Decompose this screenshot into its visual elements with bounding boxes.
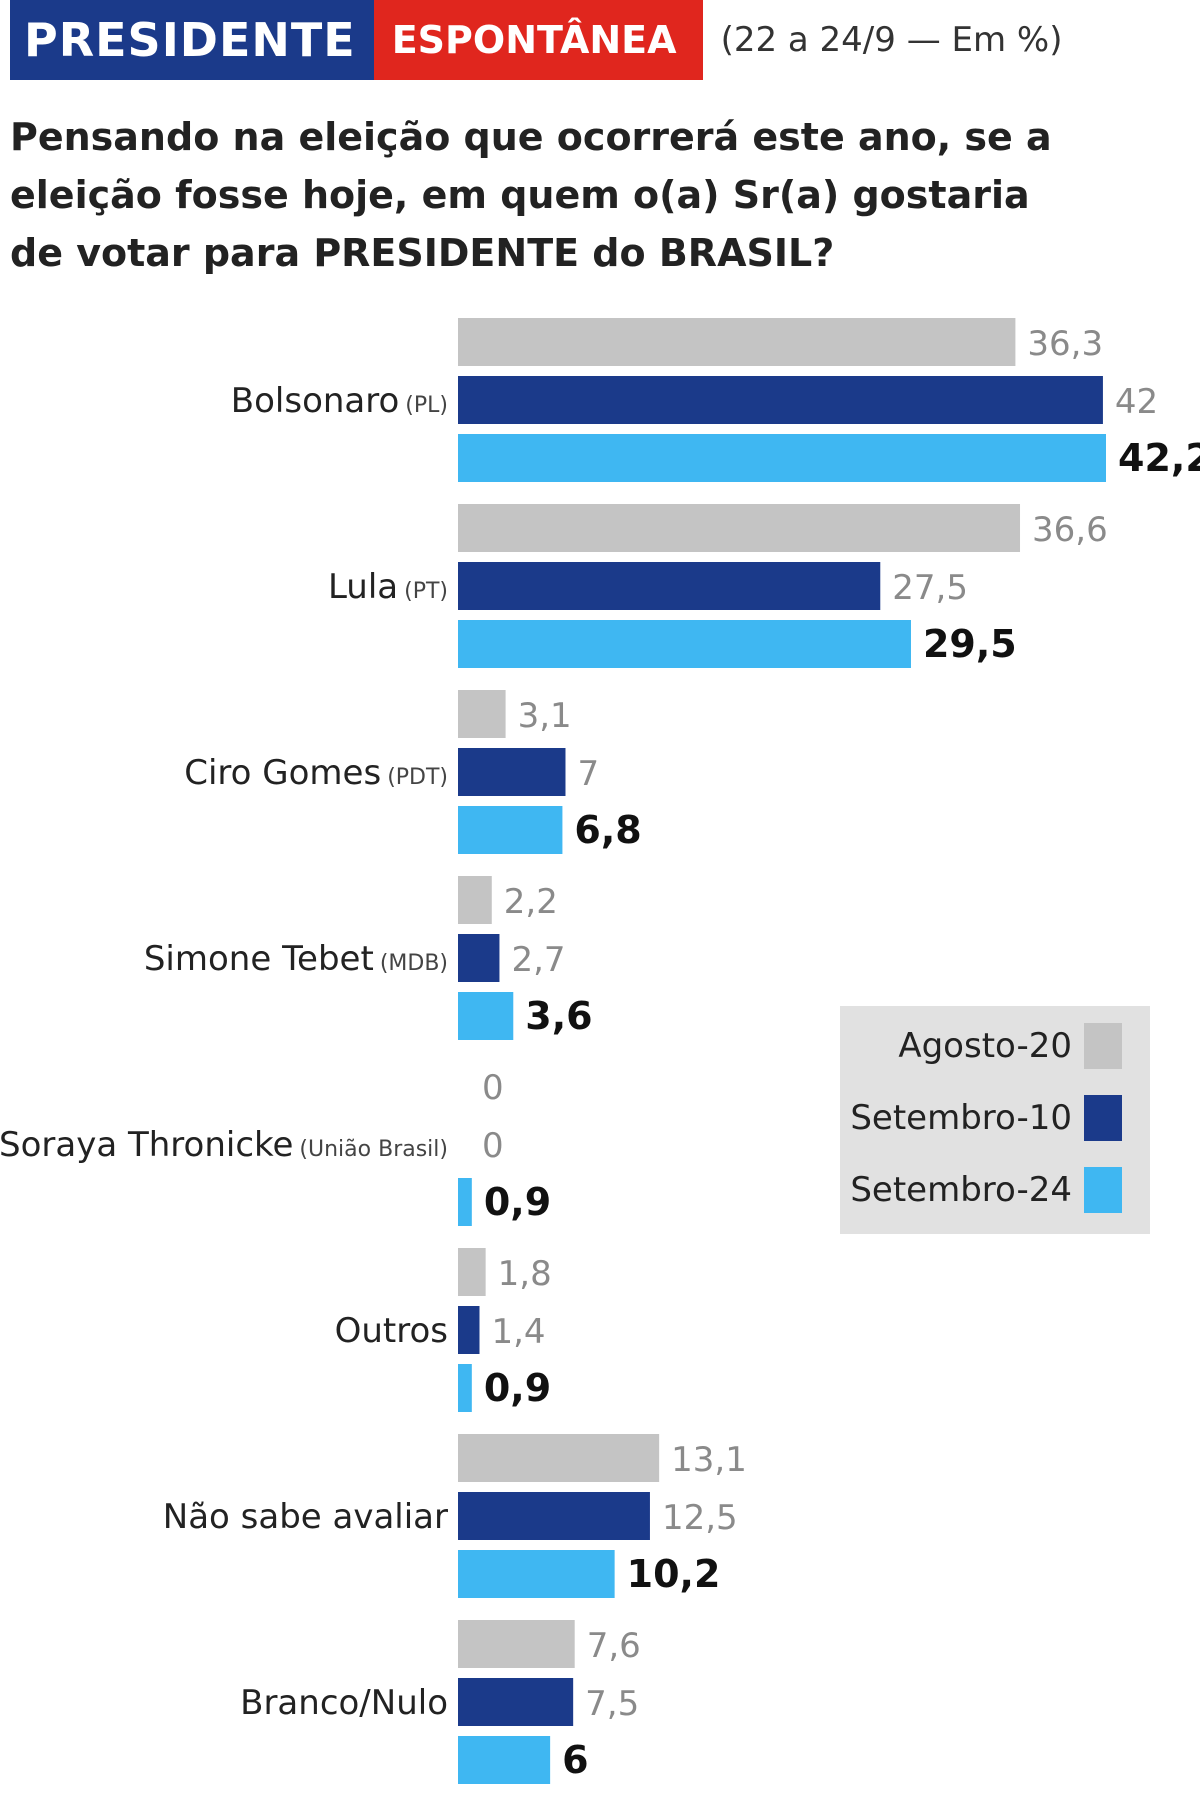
data-label: 0,9 xyxy=(484,1366,551,1410)
bar xyxy=(458,992,514,1040)
category-label: Bolsonaro (PL) xyxy=(231,381,448,421)
bar xyxy=(458,748,566,796)
data-label: 2,7 xyxy=(511,940,565,980)
data-label: 0,9 xyxy=(484,1180,551,1224)
data-label: 7 xyxy=(577,754,599,794)
legend: Agosto-20 Setembro-10 Setembro-24 xyxy=(840,1006,1150,1234)
data-label: 36,6 xyxy=(1032,510,1108,550)
subtitle-tag: ESPONTÂNEA xyxy=(373,0,703,80)
data-label: 10,2 xyxy=(627,1552,721,1596)
bar xyxy=(458,562,881,610)
bar xyxy=(458,1364,472,1412)
data-label: 13,1 xyxy=(671,1440,747,1480)
data-label: 7,6 xyxy=(587,1626,641,1666)
bar xyxy=(458,1736,551,1784)
data-label: 2,2 xyxy=(504,882,558,922)
legend-swatch xyxy=(1084,1167,1122,1213)
data-label: 29,5 xyxy=(923,622,1017,666)
category-label: Outros xyxy=(335,1311,448,1351)
data-label: 3,1 xyxy=(518,696,572,736)
category-label: Não sabe avaliar xyxy=(163,1497,448,1537)
bar xyxy=(458,620,911,668)
bar xyxy=(458,1178,472,1226)
data-label: 7,5 xyxy=(585,1684,639,1724)
bar xyxy=(458,876,492,924)
bar xyxy=(458,318,1016,366)
data-label: 27,5 xyxy=(892,568,968,608)
bar xyxy=(458,1678,574,1726)
data-label: 6 xyxy=(562,1738,588,1782)
legend-item-agosto: Agosto-20 xyxy=(898,1018,1122,1074)
legend-swatch xyxy=(1084,1023,1122,1069)
legend-item-setembro-10: Setembro-10 xyxy=(850,1090,1122,1146)
header: PRESIDENTE ESPONTÂNEA (22 a 24/9 — Em %) xyxy=(10,0,1063,80)
category-label: Lula (PT) xyxy=(328,567,448,607)
bar xyxy=(458,1306,480,1354)
legend-label: Setembro-10 xyxy=(850,1098,1072,1138)
bar xyxy=(458,376,1103,424)
bar xyxy=(458,1248,486,1296)
data-label: 0 xyxy=(482,1068,504,1108)
bar xyxy=(458,1550,615,1598)
data-label: 36,3 xyxy=(1027,324,1103,364)
category-label: Ciro Gomes (PDT) xyxy=(184,753,448,793)
bar xyxy=(458,1620,575,1668)
bar xyxy=(458,690,506,738)
data-label: 3,6 xyxy=(525,994,592,1038)
legend-label: Agosto-20 xyxy=(898,1026,1072,1066)
bar-chart: Bolsonaro (PL) 36,3 42 42,2 Lula (PT) 36,6 27,5 2… xyxy=(0,318,1200,1784)
data-label: 0 xyxy=(482,1126,504,1166)
data-label: 42 xyxy=(1115,382,1158,422)
data-label: 6,8 xyxy=(574,808,641,852)
bar xyxy=(458,504,1021,552)
bar xyxy=(458,806,563,854)
date-note: (22 a 24/9 — Em %) xyxy=(720,20,1063,60)
legend-item-setembro-24: Setembro-24 xyxy=(850,1162,1122,1218)
bar xyxy=(458,1492,650,1540)
data-label: 1,4 xyxy=(491,1312,545,1352)
category-label: Soraya Thronicke (União Brasil) xyxy=(0,1125,448,1165)
bar xyxy=(458,434,1106,482)
bar xyxy=(458,1434,660,1482)
category-label: Branco/Nulo xyxy=(240,1683,448,1723)
title-tag: PRESIDENTE xyxy=(10,0,374,80)
bar xyxy=(458,934,500,982)
data-label: 1,8 xyxy=(498,1254,552,1294)
legend-swatch xyxy=(1084,1095,1122,1141)
question-text: Pensando na eleição que ocorrerá este an… xyxy=(10,115,1052,275)
data-label: 42,2 xyxy=(1118,436,1200,480)
legend-label: Setembro-24 xyxy=(850,1170,1072,1210)
category-label: Simone Tebet (MDB) xyxy=(144,939,448,979)
data-label: 12,5 xyxy=(662,1498,738,1538)
